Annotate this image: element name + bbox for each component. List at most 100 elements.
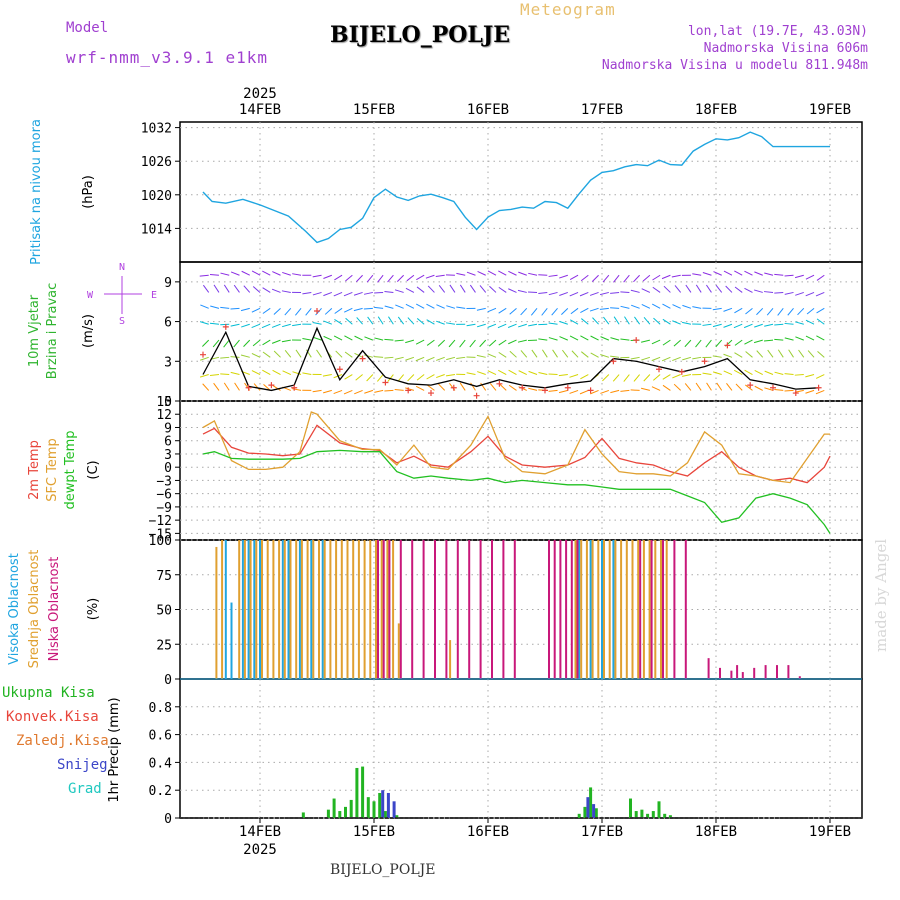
wind-arrow bbox=[353, 307, 363, 312]
wind-arrow bbox=[528, 272, 538, 276]
model-name: wrf-nmm_v3.9.1 e1km bbox=[66, 48, 269, 67]
wind-arrow bbox=[551, 308, 558, 316]
wind-arrow bbox=[384, 305, 394, 309]
wind-arrow bbox=[477, 371, 486, 375]
wind-arrow bbox=[333, 389, 343, 395]
wind-arrow bbox=[610, 307, 620, 309]
wind-arrow bbox=[816, 335, 825, 341]
wind-arrow bbox=[548, 274, 558, 277]
wind-gust-marker bbox=[542, 387, 548, 394]
wind-arrow bbox=[815, 389, 825, 395]
wind-arrow bbox=[815, 374, 825, 379]
wind-arrow bbox=[744, 369, 753, 375]
wind-arrow bbox=[548, 337, 558, 341]
wind-arrow bbox=[784, 373, 794, 376]
wind-arrow bbox=[395, 304, 404, 309]
wind-arrow bbox=[344, 351, 353, 358]
panel-frame bbox=[179, 261, 863, 402]
wind-arrow bbox=[466, 323, 476, 327]
wind-arrow bbox=[753, 289, 763, 293]
wind-arrow bbox=[682, 304, 692, 309]
wind-arrow bbox=[459, 382, 466, 391]
precip-total-bar bbox=[651, 811, 655, 818]
wind-arrow bbox=[281, 290, 291, 293]
wind-arrow bbox=[805, 389, 815, 394]
wind-arrow bbox=[610, 355, 620, 358]
wind-arrow bbox=[641, 387, 650, 391]
wind-arrow bbox=[662, 374, 671, 380]
wind-arrow bbox=[603, 316, 610, 325]
wind-arrow bbox=[753, 339, 763, 344]
wind-arrow bbox=[449, 284, 456, 293]
wind-arrow bbox=[345, 274, 353, 282]
wind-arrow bbox=[674, 285, 682, 293]
wind-arrow bbox=[281, 323, 291, 328]
wind-arrow bbox=[230, 307, 240, 310]
wind-arrow bbox=[425, 356, 435, 362]
wind-arrow bbox=[630, 289, 640, 293]
wind-arrow bbox=[692, 273, 702, 276]
wind-arrow bbox=[323, 335, 333, 341]
cloud-high-bar bbox=[253, 540, 256, 679]
wind-arrow bbox=[230, 271, 240, 276]
wind-arrow bbox=[763, 291, 774, 293]
cloud-low-bar bbox=[502, 540, 505, 679]
wind-axis-label-1: 10m Vjetar bbox=[27, 294, 42, 367]
wind-arrow bbox=[230, 323, 240, 327]
wind-arrow bbox=[712, 323, 722, 328]
wind-arrow bbox=[374, 356, 384, 358]
wind-arrow bbox=[695, 284, 702, 293]
wind-arrow bbox=[416, 274, 425, 281]
y-tick-label: 3 bbox=[164, 448, 172, 463]
cloud-mid-bar bbox=[295, 540, 298, 679]
wind-arrow bbox=[406, 274, 415, 282]
wind-arrow bbox=[281, 339, 291, 343]
wind-arrow bbox=[292, 323, 302, 327]
compass-n: N bbox=[119, 262, 125, 273]
cloud-mid-bar bbox=[614, 540, 617, 679]
wind-arrow bbox=[261, 323, 271, 329]
wind-gust-marker bbox=[314, 307, 320, 314]
wind-arrow bbox=[610, 337, 620, 341]
wind-arrow bbox=[262, 307, 271, 314]
y-tick-label: 6 bbox=[164, 316, 172, 331]
wind-arrow bbox=[364, 389, 374, 394]
wind-arrow bbox=[685, 284, 692, 293]
wind-arrow bbox=[816, 307, 825, 314]
y-tick-label: 0 bbox=[164, 812, 172, 827]
wind-arrow bbox=[733, 323, 743, 329]
wind-arrow bbox=[271, 323, 281, 328]
wind-arrow bbox=[520, 350, 528, 358]
wind-arrow bbox=[251, 352, 261, 358]
precip-total-bar bbox=[338, 811, 342, 818]
x-tick-label-top: 16FEB bbox=[467, 102, 509, 118]
wind-arrow bbox=[324, 307, 333, 315]
wind-arrow bbox=[396, 274, 404, 282]
wind-arrow bbox=[764, 370, 774, 375]
wind-arrow bbox=[469, 284, 476, 293]
t2m-line bbox=[202, 424, 831, 484]
wind-arrow bbox=[384, 338, 394, 341]
wind-arrow bbox=[384, 290, 394, 293]
cloud-mid-bar bbox=[637, 540, 640, 679]
wind-arrow bbox=[569, 274, 579, 281]
wind-arrow bbox=[273, 350, 281, 358]
cloud-mid-bar bbox=[283, 540, 286, 679]
precip-legend-2: Zaledj.Kisa bbox=[16, 733, 109, 749]
wind-gust-marker bbox=[291, 384, 298, 391]
cloud-mid-bar bbox=[261, 540, 263, 679]
cloud-low-bar bbox=[399, 540, 402, 679]
wind-arrow bbox=[354, 389, 363, 395]
wind-arrow bbox=[415, 339, 425, 345]
wind-arrow bbox=[528, 387, 538, 391]
wind-arrow bbox=[807, 350, 815, 358]
wind-arrow bbox=[446, 356, 456, 361]
wind-arrow bbox=[725, 285, 733, 293]
wind-arrow bbox=[600, 336, 610, 341]
wind-arrow bbox=[212, 339, 220, 348]
cloud-mid-bar bbox=[215, 546, 218, 679]
precip-total-bar bbox=[366, 797, 370, 818]
wind-arrow bbox=[702, 272, 712, 276]
precip-legend-1: Konvek.Kisa bbox=[6, 709, 99, 725]
wind-arrow bbox=[744, 339, 753, 345]
